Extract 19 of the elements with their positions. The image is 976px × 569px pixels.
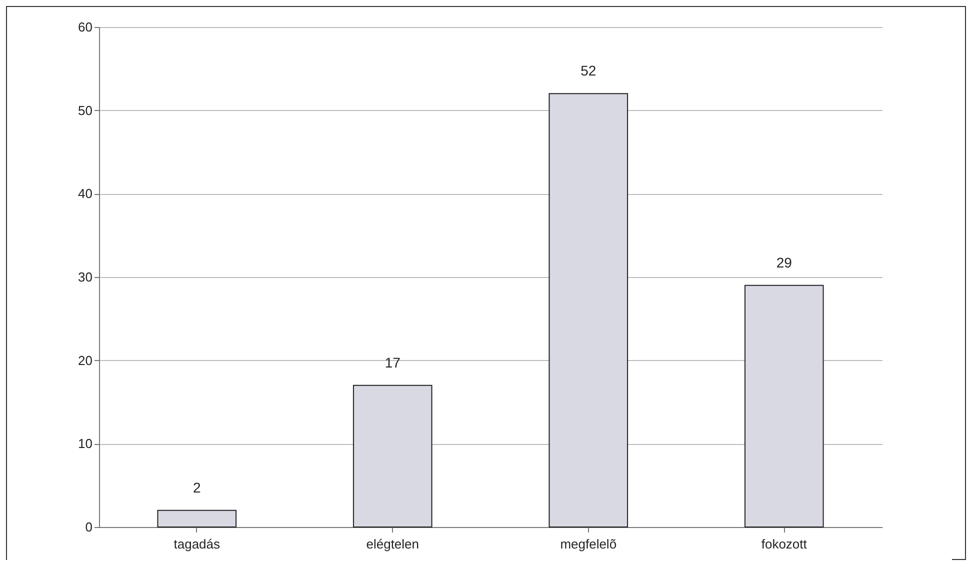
y-tick-label: 50 [78,102,92,118]
y-tick-label: 20 [78,352,92,368]
x-tick-label: tagadás [174,536,221,552]
x-tick-label: fokozott [761,536,808,552]
y-tick-label: 40 [78,186,92,202]
data-label: 17 [384,354,401,370]
bar [352,384,432,528]
bar [744,284,824,528]
x-tick-label: megfelelõ [560,536,617,552]
data-label: 29 [776,254,792,270]
bar [157,510,237,528]
data-label: 2 [192,479,201,496]
data-label: 52 [580,62,596,79]
x-tick-label: elégtelen [366,536,420,552]
y-tick-label: 0 [85,520,92,534]
y-tick-label: 60 [78,20,92,34]
y-tick-label: 30 [78,270,92,284]
y-tick-label: 10 [78,436,92,452]
bar [548,93,628,528]
